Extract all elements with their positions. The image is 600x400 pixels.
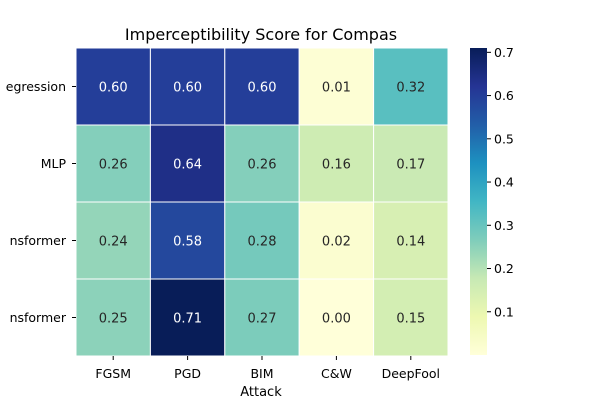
colorbar-tick-label: 0.4 xyxy=(494,175,514,190)
cell-tabtransformer-bim xyxy=(224,201,300,280)
cell-value-label: 0.24 xyxy=(99,235,128,250)
cell-logistic-regression-pgd xyxy=(149,47,226,126)
colorbar-tick-label: 0.6 xyxy=(494,88,514,103)
x-tick-label: BIM xyxy=(250,366,273,381)
cell-value-label: 0.58 xyxy=(173,235,202,250)
cell-value-label: 0.71 xyxy=(173,312,202,327)
cell-value-label: 0.27 xyxy=(248,312,277,327)
cell-mlp-fgsm xyxy=(75,124,151,203)
cell-logistic-regression-bim xyxy=(224,47,300,126)
colorbar-tick-label: 0.3 xyxy=(494,218,514,233)
cell-value-label: 0.28 xyxy=(248,235,277,250)
x-tick-label: PGD xyxy=(174,366,201,381)
y-tick-label: nsformer xyxy=(10,310,67,325)
colorbar-gradient xyxy=(470,48,487,355)
cell-value-label: 0.60 xyxy=(173,81,202,96)
cell-value-label: 0.15 xyxy=(396,312,425,327)
cell-logistic-regression-c-w xyxy=(298,47,375,126)
cell-value-label: 0.60 xyxy=(99,81,128,96)
cell-value-label: 0.16 xyxy=(322,158,351,173)
chart-title: Imperceptibility Score for Compas xyxy=(125,25,397,44)
cell-mlp-bim xyxy=(224,124,300,203)
cell-ft-transformer-bim xyxy=(224,278,300,357)
cell-tabtransformer-c-w xyxy=(298,201,375,280)
cell-value-label: 0.32 xyxy=(396,81,425,96)
colorbar-ticks: 0.1 0.2 0.3 0.4 0.5 0.6 0.7 xyxy=(487,45,514,319)
cell-ft-transformer-deepfool xyxy=(373,278,449,357)
y-tick-label: egression xyxy=(6,79,66,94)
y-tick-label: MLP xyxy=(41,156,67,171)
x-tick-label: FGSM xyxy=(95,366,131,381)
y-tick-label: nsformer xyxy=(10,233,67,248)
cell-value-label: 0.00 xyxy=(322,312,351,327)
cell-tabtransformer-pgd xyxy=(149,201,226,280)
heatmap-cells: 0.60 0.60 0.60 0.01 0.32 0.26 0.64 0.26 0.16 0.17… xyxy=(75,47,449,357)
x-tick-label: C&W xyxy=(321,366,352,381)
cell-tabtransformer-deepfool xyxy=(373,201,449,280)
cell-logistic-regression-deepfool xyxy=(373,47,449,126)
cell-value-label: 0.26 xyxy=(99,158,128,173)
x-axis-label: Attack xyxy=(240,385,282,400)
cell-ft-transformer-c-w xyxy=(298,278,375,357)
x-tick-label: DeepFool xyxy=(382,366,440,381)
cell-value-label: 0.64 xyxy=(173,158,202,173)
colorbar: 0.1 0.2 0.3 0.4 0.5 0.6 0.7 xyxy=(470,45,514,355)
cell-value-label: 0.17 xyxy=(396,158,425,173)
y-tick-labels: egression MLP nsformer nsformer xyxy=(6,79,76,325)
cell-value-label: 0.01 xyxy=(322,81,351,96)
cell-ft-transformer-pgd xyxy=(149,278,226,357)
colorbar-tick-label: 0.7 xyxy=(494,45,514,60)
colorbar-tick-label: 0.2 xyxy=(494,261,514,276)
cell-value-label: 0.02 xyxy=(322,235,351,250)
colorbar-tick-label: 0.5 xyxy=(494,131,514,146)
cell-value-label: 0.14 xyxy=(396,235,425,250)
cell-value-label: 0.26 xyxy=(248,158,277,173)
cell-value-label: 0.25 xyxy=(99,312,128,327)
cell-mlp-deepfool xyxy=(373,124,449,203)
cell-logistic-regression-fgsm xyxy=(75,47,151,126)
cell-value-label: 0.60 xyxy=(248,81,277,96)
colorbar-tick-label: 0.1 xyxy=(494,304,514,319)
x-tick-labels: FGSM PGD BIM C&W DeepFool xyxy=(95,356,440,381)
